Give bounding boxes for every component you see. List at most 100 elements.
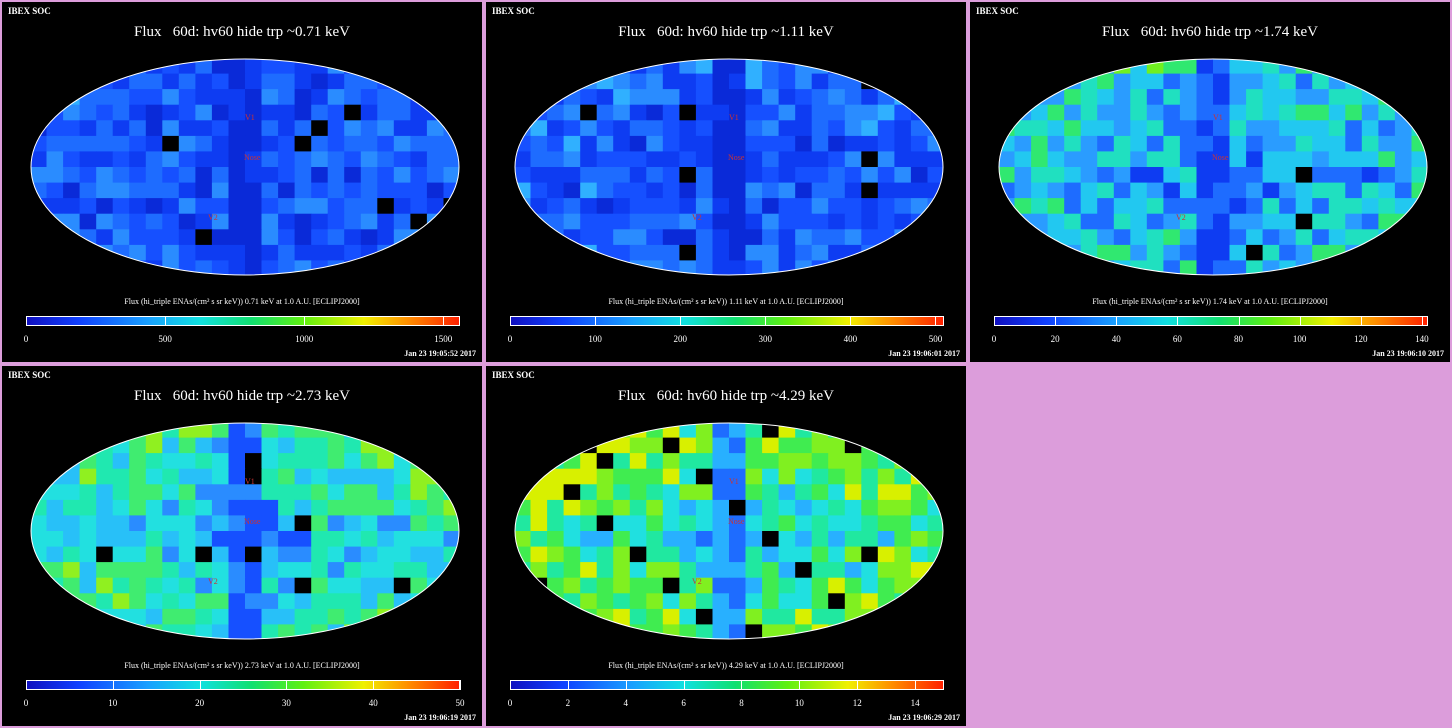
map-pixel bbox=[999, 167, 1015, 184]
map-pixel bbox=[596, 453, 614, 470]
map-pixel bbox=[31, 577, 47, 594]
map-pixel bbox=[129, 453, 147, 470]
map-pixel bbox=[393, 73, 411, 90]
map-pixel bbox=[245, 593, 262, 610]
map-pixel bbox=[63, 260, 81, 275]
map-pixel bbox=[294, 120, 312, 137]
map-pixel bbox=[245, 468, 262, 485]
map-pixel bbox=[646, 244, 664, 261]
map-pixel bbox=[811, 135, 829, 152]
map-pixel bbox=[228, 453, 246, 470]
map-pixel bbox=[294, 151, 312, 168]
map-pixel bbox=[1130, 198, 1148, 215]
map-pixel bbox=[96, 213, 114, 230]
chart-title: Flux 60d: hv60 hide trp ~4.29 keV bbox=[617, 388, 835, 404]
map-pixel bbox=[344, 624, 362, 639]
map-pixel bbox=[745, 531, 763, 548]
map-pixel bbox=[112, 593, 130, 610]
map-pixel bbox=[762, 182, 780, 199]
map-pixel bbox=[679, 593, 697, 610]
map-pixel bbox=[211, 213, 229, 230]
map-pixel bbox=[426, 182, 444, 199]
map-pixel bbox=[1411, 244, 1427, 261]
map-pixel bbox=[795, 453, 813, 470]
map-pixel bbox=[162, 453, 180, 470]
map-pixel bbox=[613, 89, 631, 106]
map-pixel bbox=[96, 423, 114, 439]
map-pixel bbox=[629, 59, 647, 75]
map-pixel bbox=[1345, 104, 1363, 121]
colorbar-tick-label: 2 bbox=[565, 698, 571, 708]
map-pixel bbox=[410, 182, 428, 199]
map-pixel bbox=[795, 151, 813, 168]
map-pixel bbox=[129, 562, 147, 579]
map-pixel bbox=[96, 151, 114, 168]
map-pixel bbox=[294, 608, 312, 625]
map-pixel bbox=[1361, 167, 1379, 184]
map-pixel bbox=[410, 437, 428, 454]
map-pixel bbox=[1229, 151, 1247, 168]
map-pixel bbox=[999, 198, 1015, 215]
map-pixel bbox=[112, 151, 130, 168]
map-pixel bbox=[999, 213, 1015, 230]
map-pixel bbox=[311, 198, 329, 215]
map-pixel bbox=[679, 608, 697, 625]
map-pixel bbox=[1378, 198, 1396, 215]
map-pixel bbox=[1312, 104, 1330, 121]
map-pixel bbox=[145, 135, 163, 152]
map-pixel bbox=[646, 546, 664, 563]
map-pixel bbox=[1080, 229, 1098, 246]
map-pixel bbox=[278, 244, 296, 261]
map-pixel bbox=[426, 89, 444, 106]
map-pixel bbox=[629, 182, 647, 199]
map-pixel bbox=[228, 515, 246, 532]
map-pixel bbox=[795, 531, 813, 548]
map-pixel bbox=[894, 260, 912, 275]
map-pixel bbox=[1411, 229, 1427, 246]
map-pixel bbox=[377, 499, 395, 516]
map-pixel bbox=[311, 562, 329, 579]
map-pixel bbox=[1295, 167, 1313, 184]
map-pixel bbox=[1031, 120, 1049, 137]
map-pixel bbox=[999, 120, 1015, 137]
map-pixel bbox=[861, 151, 879, 168]
map-pixel bbox=[1246, 229, 1264, 246]
map-pixel bbox=[1361, 151, 1379, 168]
map-pixel bbox=[844, 453, 862, 470]
colorbar-tick-label: 1000 bbox=[295, 334, 314, 344]
map-pixel bbox=[861, 624, 879, 639]
map-pixel bbox=[861, 608, 879, 625]
map-pixel bbox=[563, 624, 581, 639]
map-pixel bbox=[844, 499, 862, 516]
map-pixel bbox=[112, 624, 130, 639]
map-pixel bbox=[195, 453, 213, 470]
map-pixel bbox=[877, 73, 895, 90]
map-pixel bbox=[861, 499, 879, 516]
map-pixel bbox=[1411, 59, 1427, 75]
map-pixel bbox=[547, 546, 565, 563]
map-pixel bbox=[1031, 151, 1049, 168]
map-pixel bbox=[294, 437, 312, 454]
map-pixel bbox=[861, 229, 879, 246]
map-pixel bbox=[662, 213, 680, 230]
map-pixel bbox=[515, 260, 531, 275]
map-pixel bbox=[1146, 260, 1164, 275]
map-pixel bbox=[596, 423, 614, 439]
map-pixel bbox=[1361, 213, 1379, 230]
map-pixel bbox=[1345, 73, 1363, 90]
map-pixel bbox=[1196, 73, 1214, 90]
map-pixel bbox=[96, 135, 114, 152]
map-pixel bbox=[1345, 198, 1363, 215]
map-pixel bbox=[1262, 244, 1280, 261]
map-pixel bbox=[1196, 260, 1214, 275]
map-pixel bbox=[112, 182, 130, 199]
map-pixel bbox=[327, 499, 345, 516]
map-pixel bbox=[999, 104, 1015, 121]
map-pixel bbox=[629, 562, 647, 579]
map-pixel bbox=[547, 423, 565, 439]
map-pixel bbox=[1097, 229, 1115, 246]
map-pixel bbox=[112, 104, 130, 121]
map-pixel bbox=[410, 244, 428, 261]
colorbar-tick bbox=[1360, 316, 1362, 326]
map-pixel bbox=[360, 593, 378, 610]
